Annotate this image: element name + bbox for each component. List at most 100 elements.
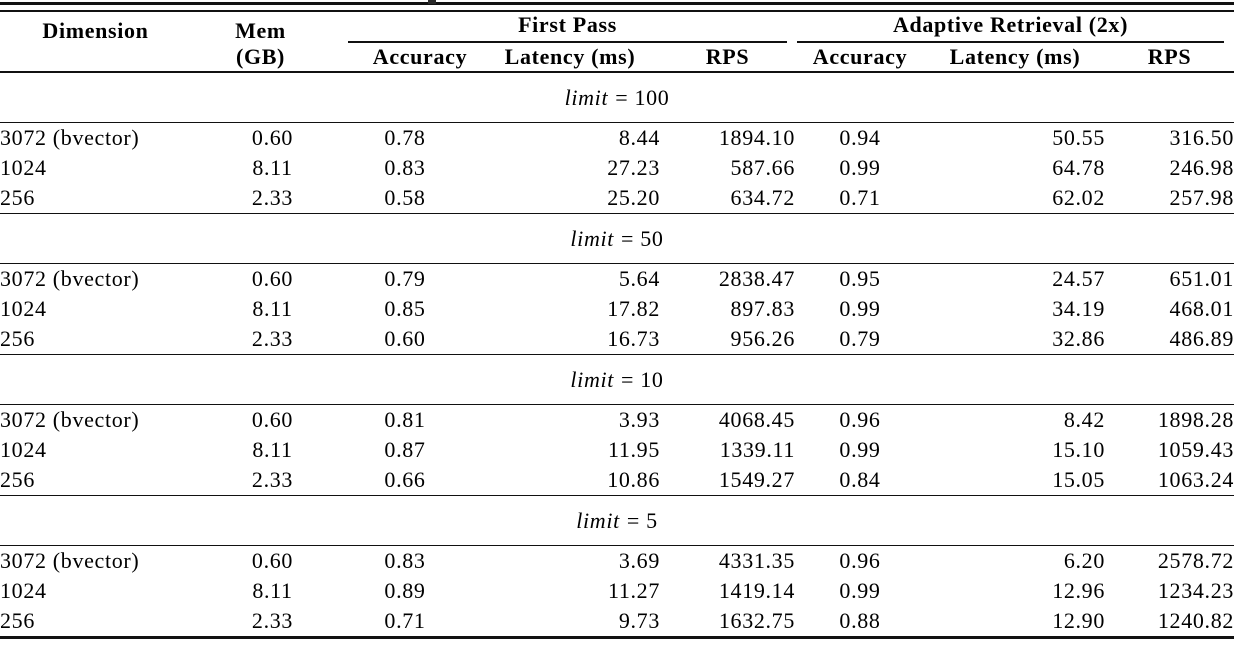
col-header-ar-latency: Latency (ms): [949, 44, 1081, 69]
limit-section-header: limit = 100: [0, 71, 1234, 123]
table-row: 256 2.33 0.58 25.20 634.72 0.71 62.02 25…: [0, 183, 1234, 214]
ar-accuracy-cell: 0.88: [839, 608, 881, 633]
fp-latency-cell: 3.93: [618, 407, 660, 432]
ar-rps-cell: 1059.43: [1157, 437, 1234, 462]
fp-rps-cell: 1339.11: [719, 437, 795, 462]
fp-rps-cell: 1549.27: [718, 467, 795, 492]
table-row: 1024 8.11 0.83 27.23 587.66 0.99 64.78 2…: [0, 153, 1234, 183]
dimension-cell: 1024: [0, 437, 47, 462]
mem-cell: 8.11: [252, 578, 293, 603]
fp-accuracy-cell: 0.87: [384, 437, 426, 462]
fp-accuracy-cell: 0.71: [384, 608, 426, 633]
ar-rps-cell: 2578.72: [1157, 548, 1234, 573]
table-row: 256 2.33 0.66 10.86 1549.27 0.84 15.05 1…: [0, 465, 1234, 496]
limit-section-header: limit = 5: [0, 495, 1234, 546]
table-row: 3072 (bvector) 0.60 0.81 3.93 4068.45 0.…: [0, 405, 1234, 436]
limit-word: limit: [570, 366, 615, 392]
fp-latency-cell: 11.95: [608, 437, 660, 462]
fp-rps-cell: 2838.47: [718, 266, 795, 291]
fp-latency-cell: 25.20: [607, 185, 660, 210]
limit-label: limit = 10: [0, 354, 1234, 405]
ar-accuracy-cell: 0.84: [839, 467, 881, 492]
mem-cell: 2.33: [251, 467, 294, 492]
ar-accuracy-cell: 0.96: [839, 407, 881, 432]
fp-accuracy-cell: 0.60: [384, 326, 426, 351]
fp-accuracy-cell: 0.78: [384, 125, 426, 150]
ar-rps-cell: 651.01: [1169, 266, 1234, 291]
mem-cell: 8.11: [252, 296, 293, 321]
ar-rps-cell: 1063.24: [1157, 467, 1234, 492]
table-row: 1024 8.11 0.87 11.95 1339.11 0.99 15.10 …: [0, 435, 1234, 465]
fp-accuracy-cell: 0.66: [384, 467, 426, 492]
ar-latency-cell: 24.57: [1052, 266, 1105, 291]
limit-word: limit: [570, 225, 615, 251]
limit-label: limit = 50: [0, 213, 1234, 264]
bottom-rule: [0, 636, 1234, 639]
limit-value: = 100: [615, 84, 670, 110]
ar-latency-cell: 15.10: [1052, 437, 1105, 462]
fp-latency-cell: 27.23: [607, 155, 660, 180]
ar-rps-cell: 1898.28: [1157, 407, 1234, 432]
fp-latency-cell: 10.86: [607, 467, 660, 492]
mem-cell: 0.60: [251, 407, 294, 432]
ar-rps-cell: 1234.23: [1157, 578, 1234, 603]
group-header-first-pass-label: First Pass: [348, 12, 787, 43]
ar-latency-cell: 8.42: [1063, 407, 1105, 432]
mem-cell: 2.33: [251, 608, 294, 633]
fp-accuracy-cell: 0.79: [384, 266, 426, 291]
ar-accuracy-cell: 0.79: [839, 326, 881, 351]
fp-latency-cell: 16.73: [607, 326, 660, 351]
fp-accuracy-cell: 0.58: [384, 185, 426, 210]
fp-rps-cell: 897.83: [730, 296, 795, 321]
limit-label: limit = 5: [0, 495, 1234, 546]
limit-label: limit = 100: [0, 71, 1234, 123]
fp-accuracy-cell: 0.81: [384, 407, 426, 432]
limit-word: limit: [564, 84, 609, 110]
table-header: Dimension Mem (GB) First Pass Adaptive R…: [0, 12, 1234, 72]
ar-latency-cell: 34.19: [1052, 296, 1105, 321]
col-header-fp-rps: RPS: [705, 44, 750, 69]
limit-value: = 50: [621, 225, 664, 251]
fp-rps-cell: 1419.14: [718, 578, 795, 603]
fp-rps-cell: 634.72: [730, 185, 795, 210]
table-row: 256 2.33 0.60 16.73 956.26 0.79 32.86 48…: [0, 324, 1234, 355]
mem-cell: 2.33: [251, 326, 294, 351]
dimension-cell: 1024: [0, 155, 47, 180]
mem-cell: 0.60: [251, 548, 294, 573]
ar-latency-cell: 12.96: [1052, 578, 1105, 603]
table-row: 1024 8.11 0.89 11.27 1419.14 0.99 12.96 …: [0, 576, 1234, 606]
fp-rps-cell: 1894.10: [718, 125, 795, 150]
table-row: 3072 (bvector) 0.60 0.83 3.69 4331.35 0.…: [0, 546, 1234, 577]
dimension-cell: 3072 (bvector): [0, 548, 140, 573]
fp-rps-cell: 587.66: [730, 155, 795, 180]
limit-value: = 10: [621, 366, 664, 392]
ar-latency-cell: 15.05: [1052, 467, 1105, 492]
col-header-ar-accuracy: Accuracy: [812, 44, 908, 69]
mem-cell: 0.60: [251, 266, 294, 291]
dimension-cell: 1024: [0, 578, 47, 603]
fp-accuracy-cell: 0.89: [384, 578, 426, 603]
dimension-cell: 256: [0, 608, 35, 633]
top-rule-thick: [0, 2, 1234, 5]
header-row-metrics: Accuracy Latency (ms) RPS Accuracy Laten…: [0, 43, 1234, 72]
col-header-dimension: Dimension: [42, 18, 149, 43]
ar-rps-cell: 246.98: [1169, 155, 1234, 180]
table-row: 256 2.33 0.71 9.73 1632.75 0.88 12.90 12…: [0, 606, 1234, 636]
ar-rps-cell: 1240.82: [1157, 608, 1234, 633]
ar-accuracy-cell: 0.96: [839, 548, 881, 573]
fp-accuracy-cell: 0.83: [384, 155, 426, 180]
section-limit-5: limit = 5 3072 (bvector) 0.60 0.83 3.69 4…: [0, 495, 1234, 637]
dimension-cell: 256: [0, 185, 35, 210]
fp-rps-cell: 1632.75: [718, 608, 795, 633]
dimension-cell: 3072 (bvector): [0, 125, 140, 150]
dimension-cell: 3072 (bvector): [0, 407, 140, 432]
ar-accuracy-cell: 0.99: [839, 296, 881, 321]
ar-latency-cell: 32.86: [1052, 326, 1105, 351]
dimension-cell: 256: [0, 326, 35, 351]
section-limit-50: limit = 50 3072 (bvector) 0.60 0.79 5.64 …: [0, 213, 1234, 355]
ar-accuracy-cell: 0.99: [839, 155, 881, 180]
mem-cell: 0.60: [251, 125, 294, 150]
group-header-first-pass: First Pass: [330, 12, 795, 43]
table-row: 3072 (bvector) 0.60 0.79 5.64 2838.47 0.…: [0, 264, 1234, 295]
